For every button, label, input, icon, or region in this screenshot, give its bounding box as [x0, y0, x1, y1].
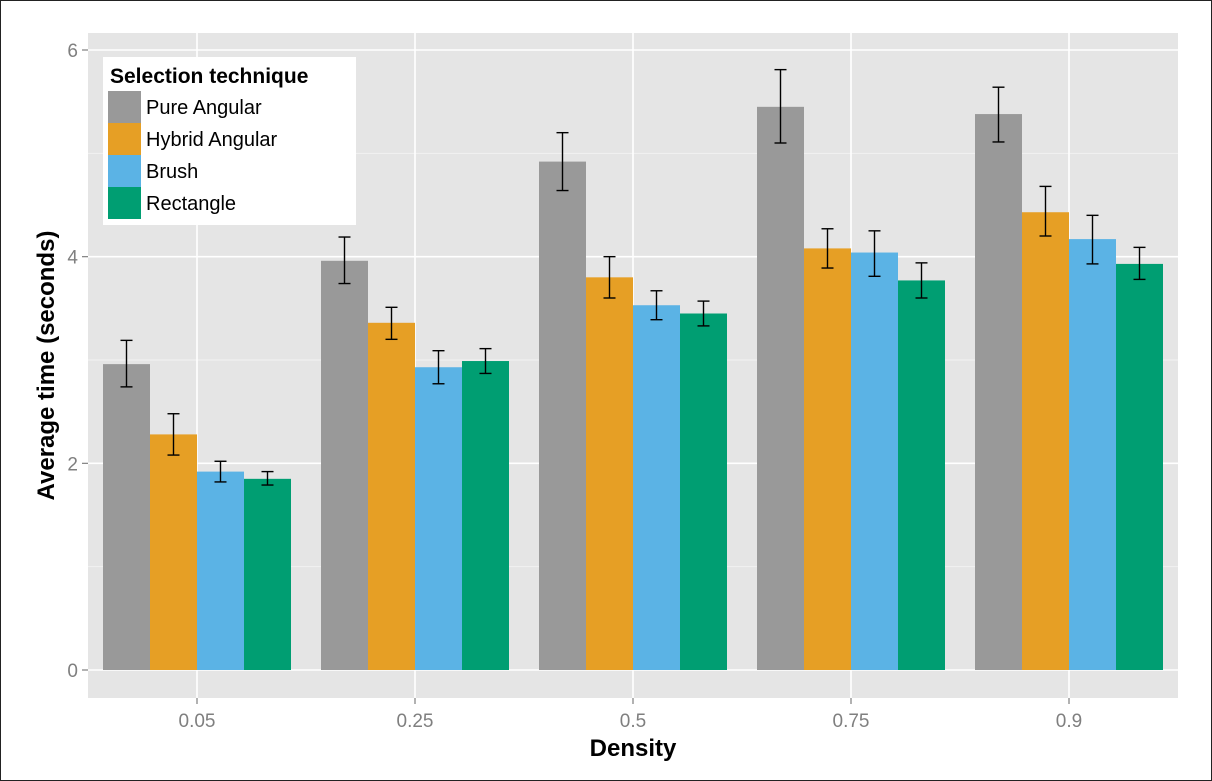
error-bar-hybrid-angular	[385, 306, 398, 341]
error-bar-rectangle	[1133, 246, 1146, 281]
x-tick-label: 0.9	[1056, 711, 1082, 732]
error-bar-rectangle	[261, 470, 274, 486]
error-bar-pure-angular	[120, 339, 133, 388]
bar-brush	[1069, 239, 1116, 670]
legend-swatch-brush	[108, 155, 141, 187]
y-axis-ticks: 0 2 4 6	[67, 41, 88, 682]
bar-rectangle	[680, 313, 727, 670]
bar-pure-angular	[321, 260, 368, 670]
legend-background	[103, 57, 356, 225]
y-tick-label: 2	[67, 454, 78, 475]
legend-swatch-rectangle	[108, 187, 141, 219]
bar-hybrid-angular	[586, 277, 633, 670]
bar-pure-angular	[539, 161, 586, 670]
y-tick-label: 0	[67, 661, 78, 682]
error-bar-brush	[650, 290, 663, 321]
error-bars	[120, 68, 1146, 486]
legend-label-rectangle: Rectangle	[146, 193, 236, 215]
legend-label-hybrid-angular: Hybrid Angular	[146, 129, 278, 151]
legend: Selection technique Pure Angular Hybrid A…	[103, 57, 356, 225]
legend-items: Pure Angular Hybrid Angular Brush Rectangle	[108, 91, 278, 219]
error-bar-pure-angular	[992, 86, 1005, 143]
bar-hybrid-angular	[368, 322, 415, 670]
y-tick-label: 4	[67, 248, 78, 269]
legend-label-brush: Brush	[146, 161, 198, 183]
bar-brush	[851, 252, 898, 671]
error-bar-pure-angular	[556, 131, 569, 192]
x-tick-label: 0.5	[620, 711, 646, 732]
error-bar-hybrid-angular	[821, 228, 834, 269]
bar-pure-angular	[103, 364, 150, 670]
error-bar-rectangle	[915, 262, 928, 299]
bar-pure-angular	[975, 114, 1022, 671]
error-bar-brush	[1086, 214, 1099, 265]
error-bar-rectangle	[697, 300, 710, 327]
bar-brush	[415, 367, 462, 670]
bar-pure-angular	[757, 106, 804, 671]
legend-title: Selection technique	[110, 65, 308, 88]
bar-brush	[633, 305, 680, 670]
bars	[103, 106, 1163, 671]
error-bar-brush	[868, 230, 881, 277]
x-axis-ticks: 0.05 0.25 0.5 0.75 0.9	[179, 698, 1082, 732]
legend-label-pure-angular: Pure Angular	[146, 97, 262, 119]
error-bar-hybrid-angular	[167, 413, 180, 456]
error-bar-brush	[214, 460, 227, 483]
x-tick-label: 0.25	[397, 711, 434, 732]
y-tick-label: 6	[67, 41, 78, 62]
x-axis-title: Density	[590, 735, 677, 762]
bar-brush	[197, 471, 244, 670]
bar-rectangle	[898, 280, 945, 670]
error-bar-pure-angular	[774, 68, 787, 144]
x-tick-label: 0.05	[179, 711, 216, 732]
bar-hybrid-angular	[150, 434, 197, 670]
bar-rectangle	[1116, 263, 1163, 670]
bar-rectangle	[462, 361, 509, 670]
y-axis-title: Average time (seconds)	[33, 231, 60, 501]
bar-rectangle	[244, 478, 291, 670]
error-bar-rectangle	[479, 347, 492, 375]
bar-hybrid-angular	[804, 248, 851, 670]
legend-swatch-hybrid-angular	[108, 123, 141, 155]
error-bar-pure-angular	[338, 236, 351, 285]
error-bar-brush	[432, 350, 445, 385]
error-bar-hybrid-angular	[1039, 185, 1052, 237]
error-bar-hybrid-angular	[603, 255, 616, 299]
legend-swatch-pure-angular	[108, 91, 141, 123]
bar-hybrid-angular	[1022, 212, 1069, 670]
x-tick-label: 0.75	[833, 711, 870, 732]
